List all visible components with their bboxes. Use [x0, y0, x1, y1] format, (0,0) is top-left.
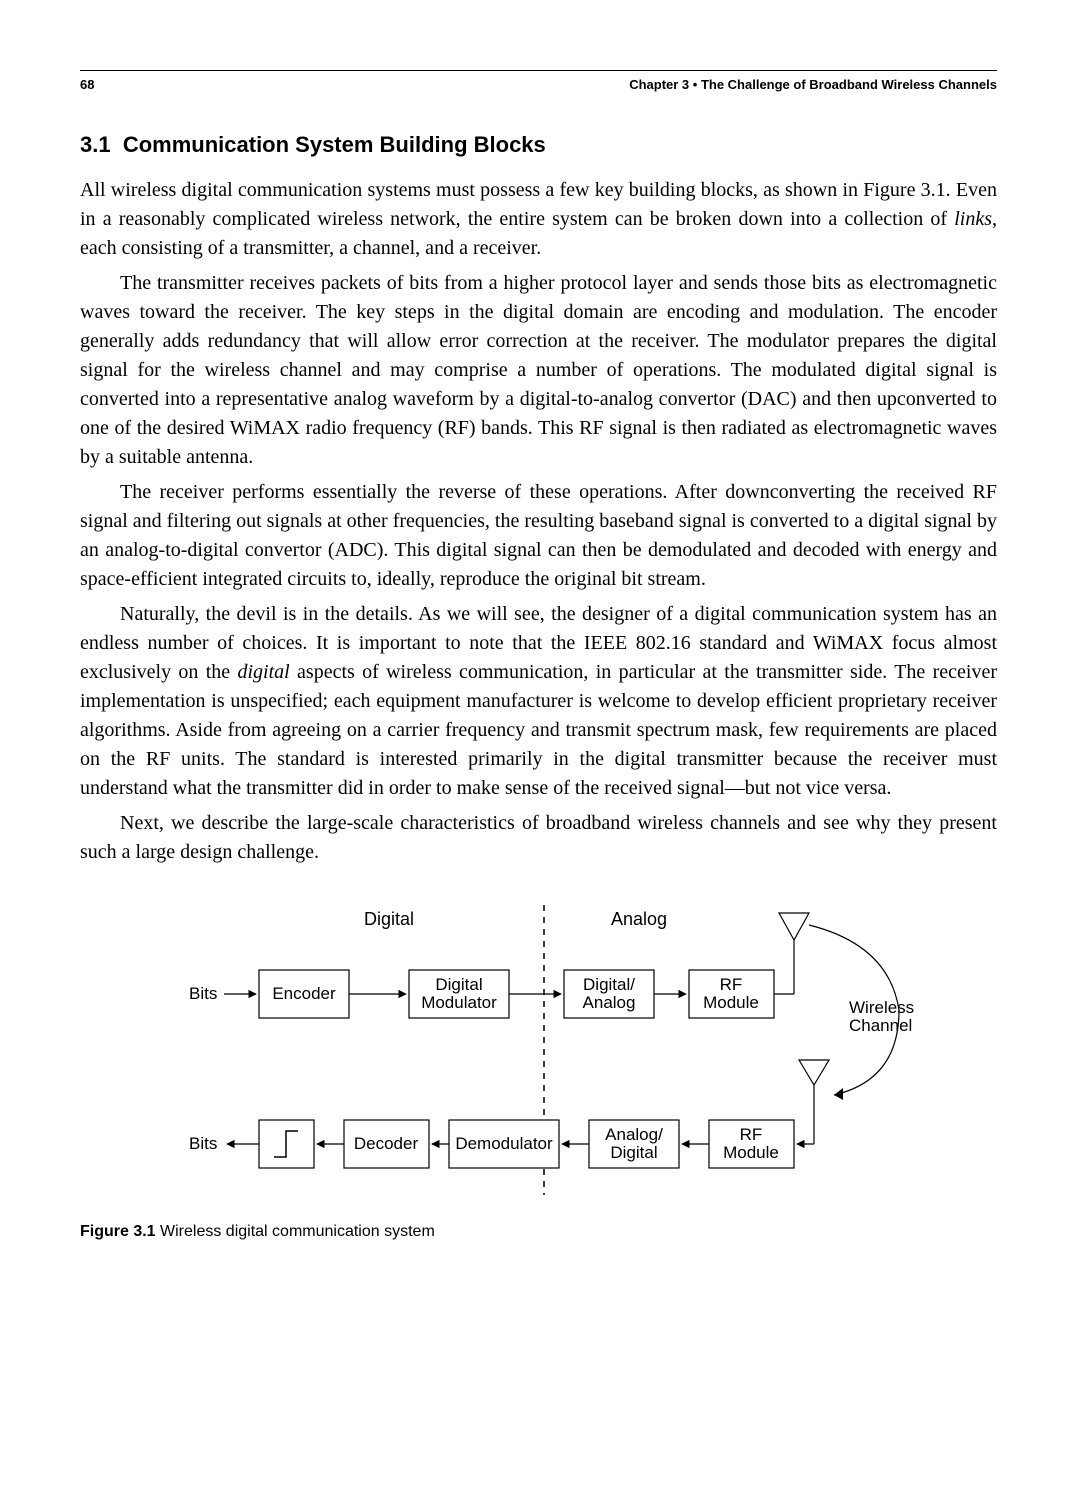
- bits-rx: Bits: [189, 1134, 217, 1153]
- analog-label: Analog: [610, 909, 666, 929]
- figure-caption: Figure 3.1 Wireless digital communicatio…: [80, 1223, 997, 1241]
- chapter-label: Chapter 3 • The Challenge of Broadband W…: [629, 77, 997, 92]
- encoder-box: Encoder: [272, 984, 336, 1003]
- ad-box-2: Digital: [610, 1143, 657, 1162]
- modulator-box-2: Modulator: [421, 993, 497, 1012]
- da-box-2: Analog: [582, 993, 635, 1012]
- paragraph-4: Naturally, the devil is in the details. …: [80, 600, 997, 803]
- header-rule: [80, 70, 997, 71]
- paragraph-3: The receiver performs essentially the re…: [80, 478, 997, 594]
- rf-tx-2: Module: [703, 993, 759, 1012]
- modulator-box-1: Digital: [435, 975, 482, 994]
- paragraph-2: The transmitter receives packets of bits…: [80, 269, 997, 472]
- figure-3-1: Digital Analog Bits Encoder Digital Modu…: [80, 895, 997, 1241]
- paragraph-5: Next, we describe the large-scale charac…: [80, 809, 997, 867]
- wireless-2: Channel: [849, 1016, 912, 1035]
- da-box-1: Digital/: [583, 975, 635, 994]
- ad-box-1: Analog/: [605, 1125, 663, 1144]
- figure-number: Figure 3.1: [80, 1223, 156, 1240]
- bits-tx: Bits: [189, 984, 217, 1003]
- digital-label: Digital: [363, 909, 413, 929]
- rf-rx-1: RF: [739, 1125, 762, 1144]
- wireless-1: Wireless: [849, 998, 914, 1017]
- rf-tx-1: RF: [719, 975, 742, 994]
- section-number: 3.1: [80, 132, 111, 157]
- paragraph-1: All wireless digital communication syste…: [80, 176, 997, 263]
- figure-caption-text: Wireless digital communication system: [156, 1223, 435, 1240]
- decoder-box: Decoder: [353, 1134, 418, 1153]
- running-header: 68 Chapter 3 • The Challenge of Broadban…: [80, 77, 997, 92]
- page-number: 68: [80, 77, 94, 92]
- demod-box: Demodulator: [455, 1134, 553, 1153]
- rf-rx-2: Module: [723, 1143, 779, 1162]
- section-title-text: Communication System Building Blocks: [123, 132, 546, 157]
- section-heading: 3.1 Communication System Building Blocks: [80, 132, 997, 158]
- block-diagram-svg: Digital Analog Bits Encoder Digital Modu…: [129, 895, 949, 1205]
